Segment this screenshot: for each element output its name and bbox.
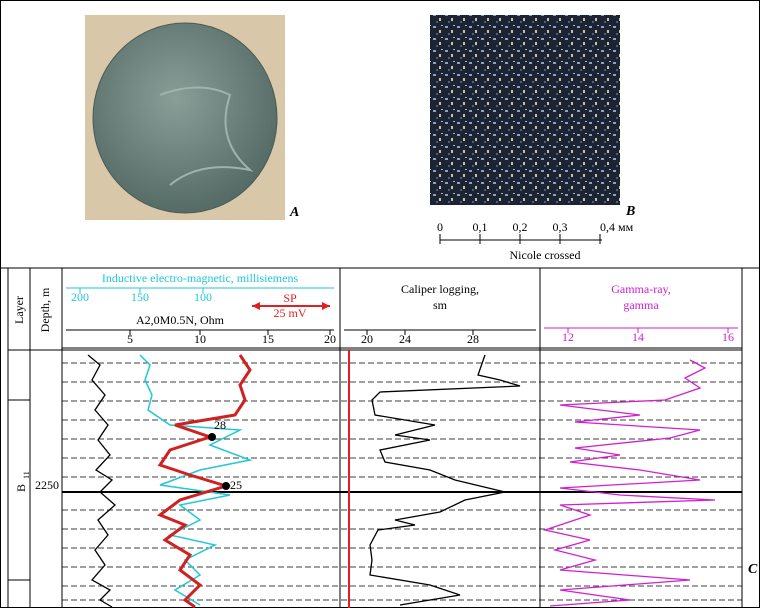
track-title: Gamma-ray, <box>611 282 671 296</box>
scale-label: 0,4 мм <box>600 220 634 234</box>
photo-b <box>430 15 620 205</box>
scale-label: 20 <box>361 332 373 346</box>
layer-name: B 11 <box>14 471 31 492</box>
scale-label: 28 <box>467 332 479 346</box>
point-label: 25 <box>230 478 242 492</box>
sp-arrowheads <box>252 302 330 310</box>
depth-mark: 2250 <box>35 478 59 492</box>
column-header: Depth, m <box>38 287 52 332</box>
track-subtitle: A2,0M0.5N, Ohm <box>136 313 225 327</box>
photo-a-crack <box>159 86 254 186</box>
scale-label: 5 <box>127 332 133 346</box>
scale-label: 20 <box>324 332 336 346</box>
point-label: 28 <box>214 418 226 432</box>
column-header: Layer <box>12 296 26 324</box>
scale-label: 0 <box>437 220 443 234</box>
point-marker <box>222 482 230 490</box>
resistivity-curve <box>87 354 116 608</box>
scale-label: 16 <box>722 330 734 344</box>
scale-label: 10 <box>194 332 206 346</box>
panel-label: C <box>748 562 758 577</box>
scale-label: 0,1 <box>473 220 488 234</box>
scale-label: 0,3 <box>553 220 568 234</box>
scale-label: 14 <box>632 330 644 344</box>
sp-label: SP <box>283 291 297 305</box>
photo-a-sample <box>92 22 278 214</box>
gamma-curve <box>542 359 716 607</box>
log-grid <box>7 268 743 608</box>
layer-subscript: 11 <box>22 471 31 479</box>
scale-label: 24 <box>399 332 411 346</box>
scale-label: 0,2 <box>513 220 528 234</box>
track-title: sm <box>433 298 448 312</box>
layer-letter: B <box>14 484 28 492</box>
caliper-curve <box>369 354 521 606</box>
panel-label: B <box>625 204 635 219</box>
sp-curve <box>156 354 252 608</box>
scale-label: 100 <box>194 290 212 304</box>
sp-scale: 25 mV <box>274 306 307 320</box>
scale-label: 15 <box>262 332 274 346</box>
scale-label: 200 <box>71 290 89 304</box>
track-title: gamma <box>623 298 659 312</box>
track-title: Caliper logging, <box>401 282 479 296</box>
point-marker <box>208 433 216 441</box>
caption: Nicole crossed <box>510 248 581 262</box>
panel-label: A <box>289 205 299 220</box>
scale-label: 150 <box>131 290 149 304</box>
track-title: Inductive electro-magnetic, millisiemens <box>102 271 299 285</box>
scale-label: 12 <box>562 330 574 344</box>
